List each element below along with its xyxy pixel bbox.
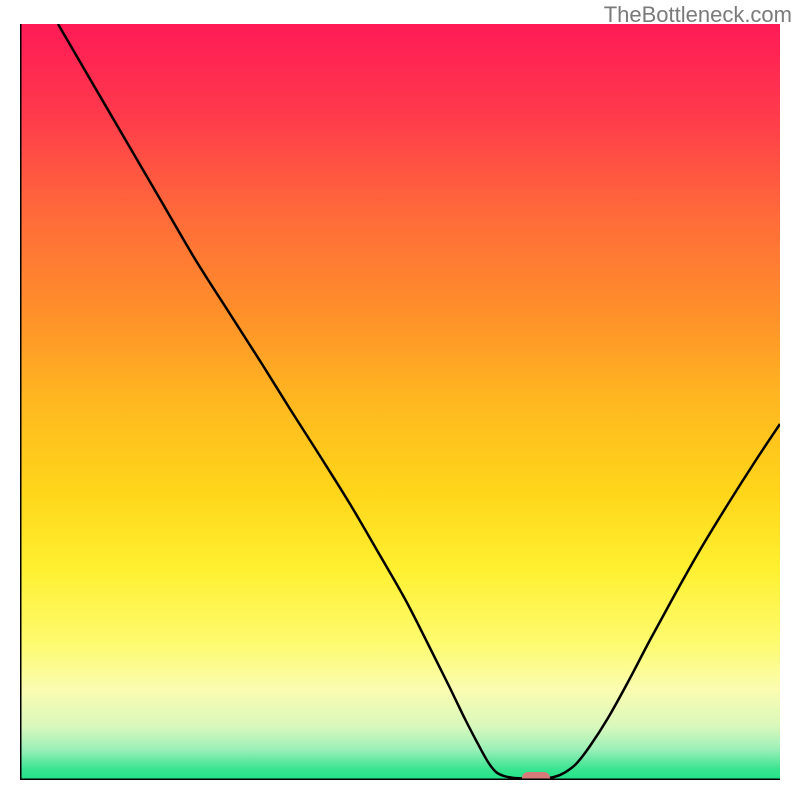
chart-container [20,24,780,780]
gradient-background [20,24,780,780]
watermark-text: TheBottleneck.com [604,2,792,28]
bottleneck-chart [20,24,780,780]
